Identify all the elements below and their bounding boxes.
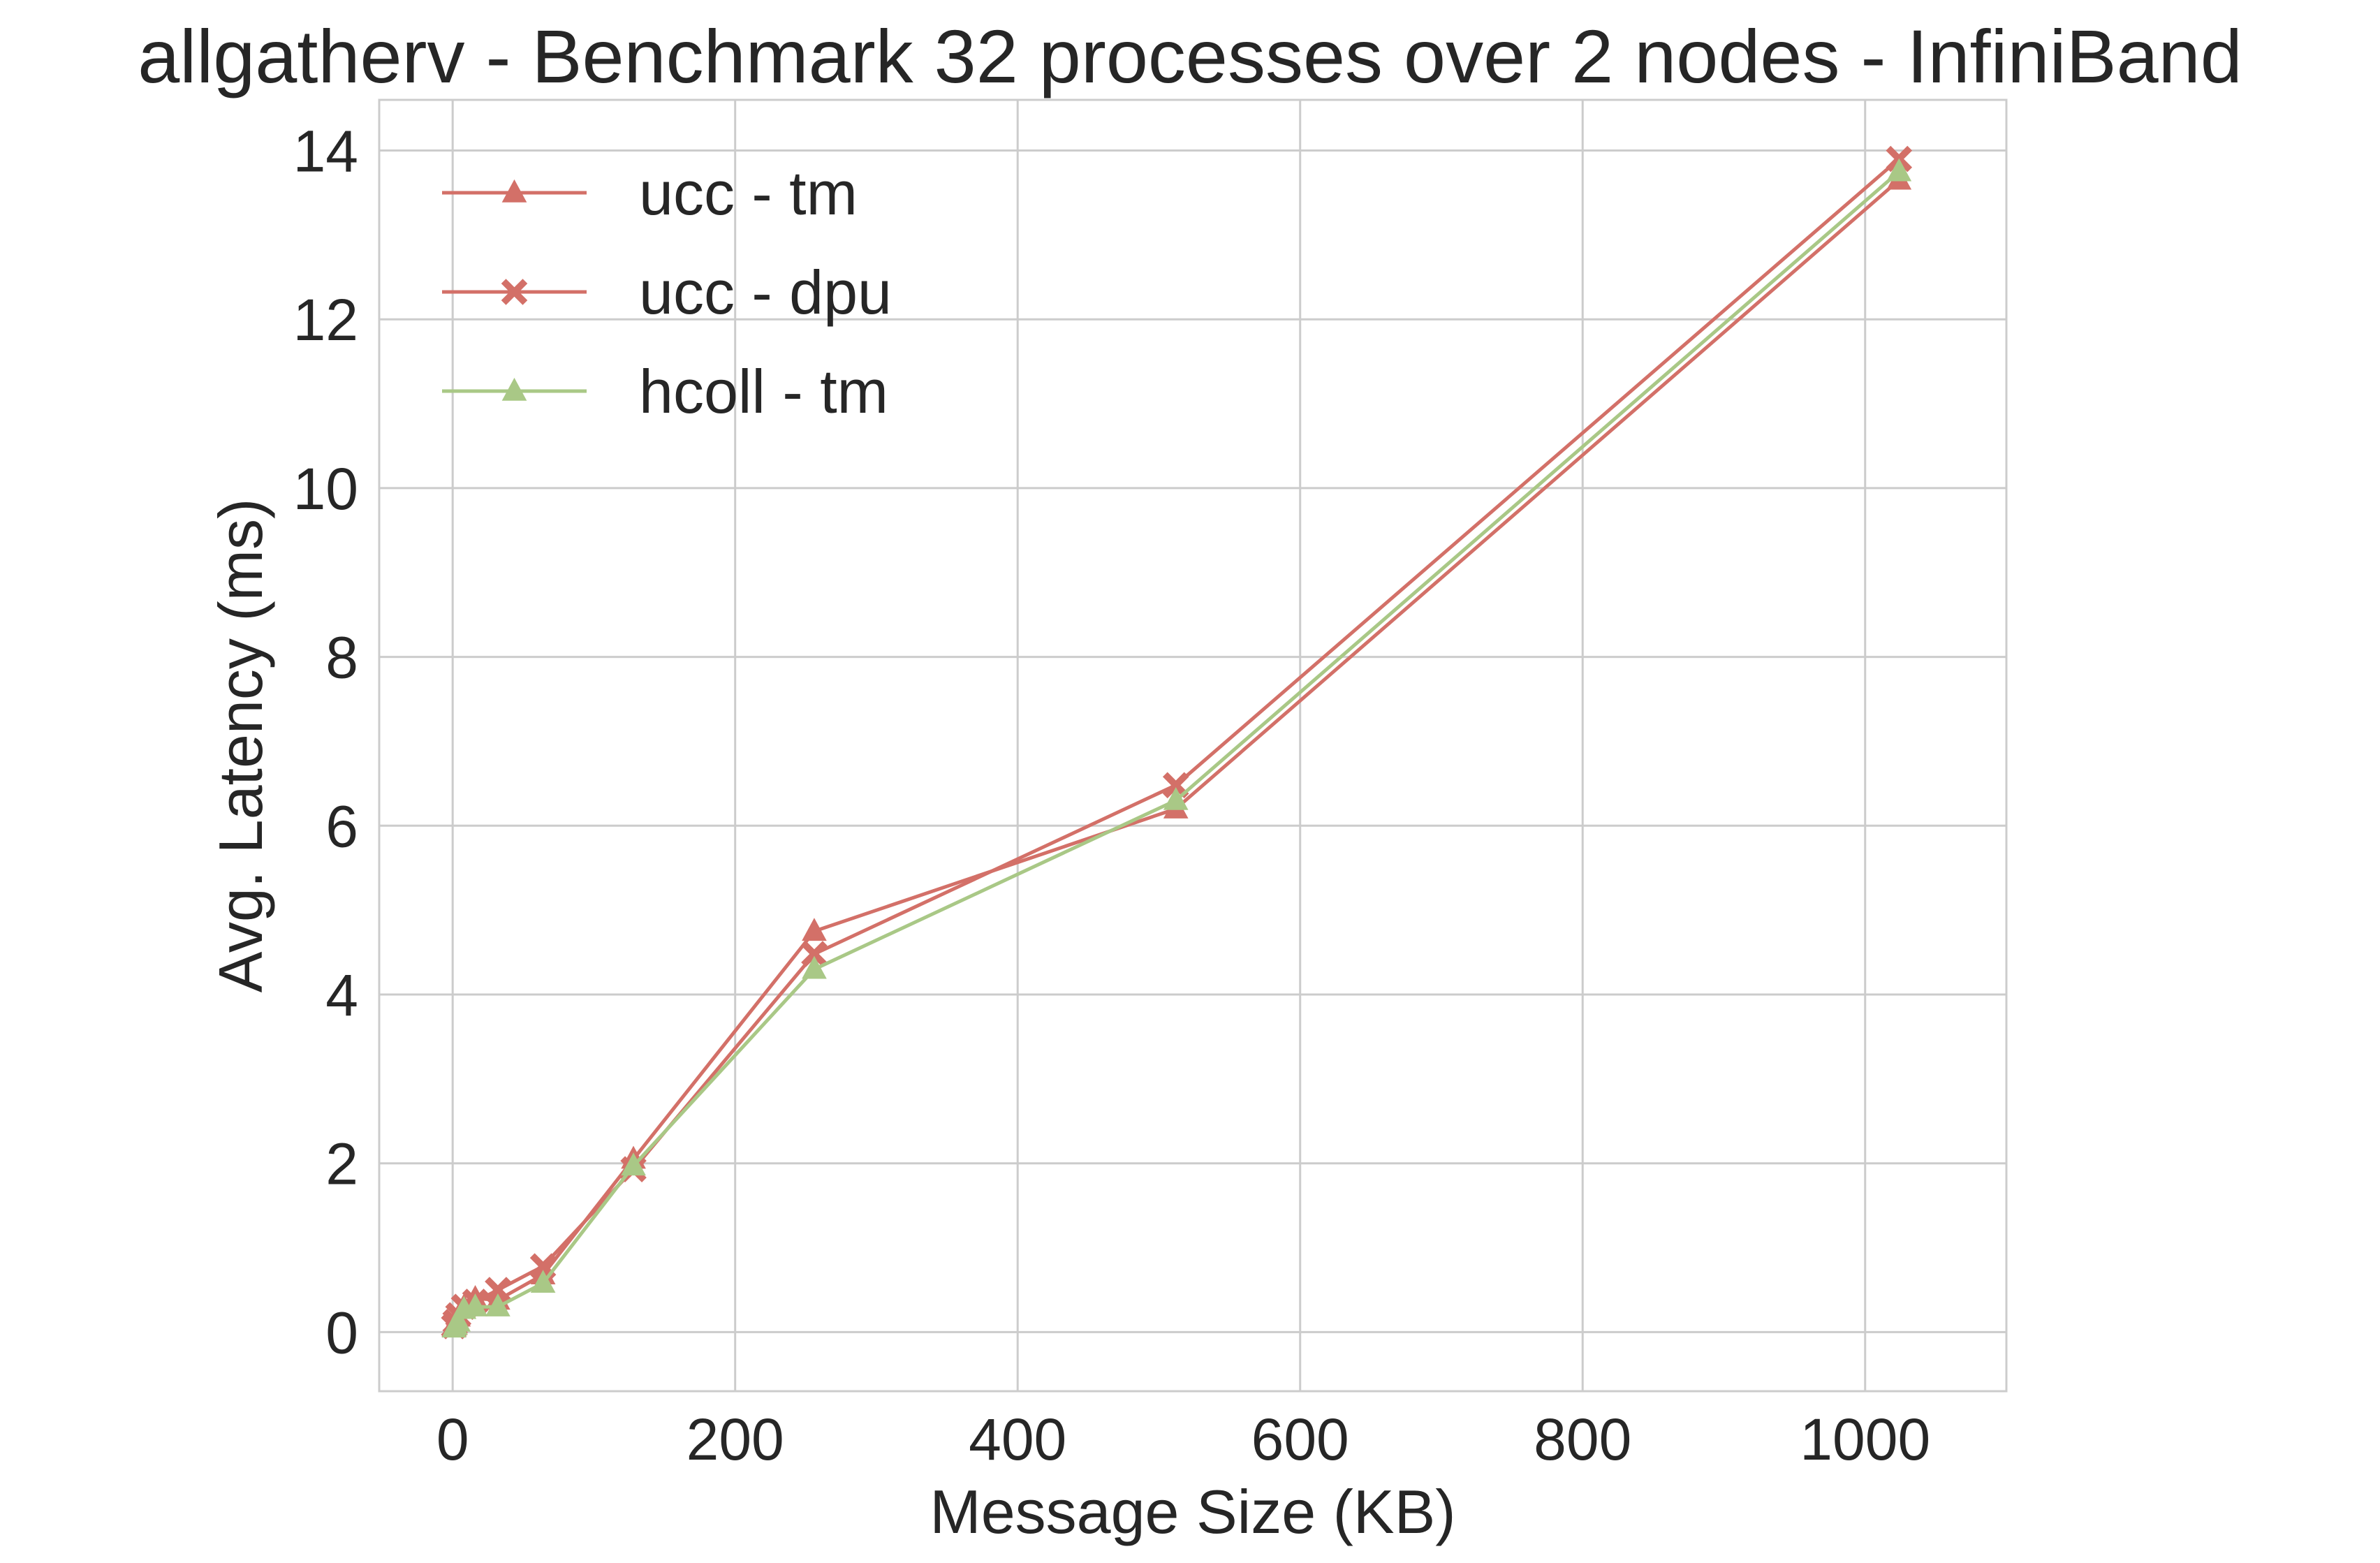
legend-item: ucc - tm bbox=[442, 159, 858, 228]
y-tick-label: 4 bbox=[325, 962, 358, 1028]
data-point bbox=[621, 1152, 646, 1176]
data-point bbox=[1163, 786, 1189, 810]
chart-title: allgatherv - Benchmark 32 processes over… bbox=[138, 14, 2242, 98]
data-point bbox=[802, 918, 827, 941]
data-point bbox=[1886, 158, 1912, 182]
grid bbox=[379, 100, 2006, 1391]
series-1 bbox=[441, 145, 1913, 1340]
y-tick-label: 8 bbox=[325, 625, 358, 691]
x-tick-label: 800 bbox=[1534, 1407, 1631, 1472]
legend-label: ucc - dpu bbox=[639, 258, 892, 327]
y-axis-label: Avg. Latency (ms) bbox=[206, 499, 275, 993]
data-point bbox=[801, 941, 828, 967]
series-2 bbox=[441, 158, 1912, 1338]
data-point bbox=[485, 1277, 511, 1303]
x-axis-label: Message Size (KB) bbox=[930, 1477, 1455, 1546]
y-tick-label: 0 bbox=[325, 1300, 358, 1365]
x-tick-label: 1000 bbox=[1800, 1407, 1930, 1472]
x-tick-label: 200 bbox=[686, 1407, 784, 1472]
legend-item: hcoll - tm bbox=[442, 357, 888, 426]
legend-label: hcoll - tm bbox=[639, 357, 888, 426]
data-point bbox=[485, 1293, 510, 1316]
legend-label: ucc - tm bbox=[639, 159, 858, 228]
series-line bbox=[452, 157, 1900, 1327]
data-point bbox=[530, 1270, 556, 1293]
tick-labels: 0 200 400 600 800 1000 0 2 4 6 8 10 12 14 bbox=[293, 119, 1931, 1472]
legend-marker bbox=[501, 279, 528, 305]
data-point bbox=[446, 1308, 471, 1332]
data-point bbox=[529, 1253, 557, 1279]
data-point bbox=[462, 1293, 488, 1316]
legend-marker bbox=[501, 179, 527, 203]
y-tick-label: 6 bbox=[325, 793, 358, 859]
legend-marker bbox=[501, 377, 527, 401]
y-tick-label: 10 bbox=[293, 456, 358, 522]
legend-item: ucc - dpu bbox=[442, 258, 892, 327]
y-tick-label: 12 bbox=[293, 287, 358, 353]
y-tick-label: 14 bbox=[293, 119, 358, 184]
plot-frame bbox=[378, 98, 2008, 1393]
data-point bbox=[802, 955, 827, 979]
x-tick-label: 0 bbox=[436, 1407, 469, 1472]
series-0 bbox=[441, 166, 1912, 1337]
legend: ucc - tm ucc - dpu hcoll - tm bbox=[442, 159, 892, 426]
series-layer bbox=[441, 145, 1913, 1340]
data-point bbox=[1162, 772, 1189, 799]
y-tick-label: 2 bbox=[325, 1131, 358, 1197]
series-line bbox=[452, 178, 1900, 1328]
x-tick-label: 400 bbox=[969, 1407, 1066, 1472]
x-tick-label: 600 bbox=[1251, 1407, 1349, 1472]
